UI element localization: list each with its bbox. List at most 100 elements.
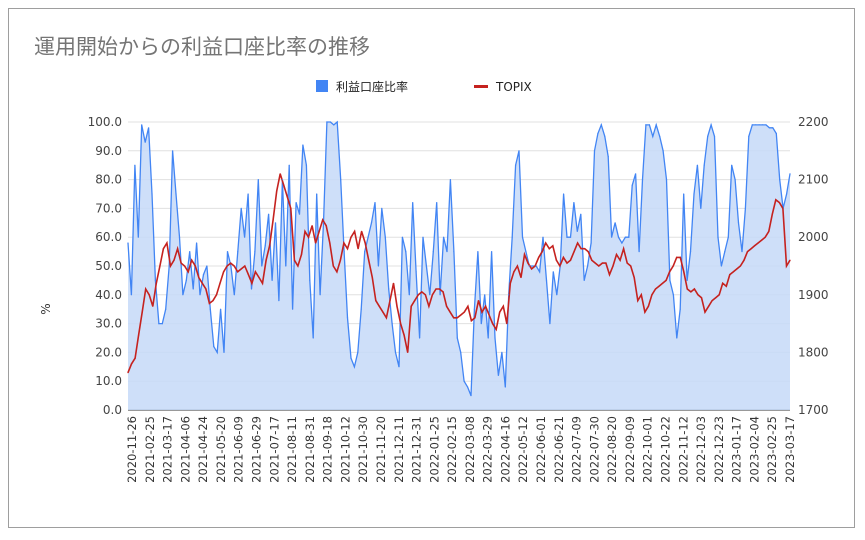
series-1-point: [322, 222, 325, 224]
x-tick-label: 2022-12-23: [712, 416, 726, 483]
series-1-point: [213, 346, 215, 348]
series-1-point: [566, 236, 568, 238]
series-2-point: [290, 207, 292, 209]
series-1-point: [268, 213, 270, 215]
series-2-point: [272, 219, 274, 221]
series-1-point: [573, 202, 575, 204]
series-2-point: [729, 274, 731, 276]
series-1-point: [467, 386, 469, 388]
series-1-point: [731, 164, 733, 166]
series-1-point: [717, 236, 719, 238]
series-1-point: [604, 135, 606, 137]
series-1-point: [412, 202, 414, 204]
series-2-point: [251, 282, 253, 284]
series-2-point: [785, 265, 788, 267]
series-2-point: [538, 256, 540, 258]
x-tick-label: 2020-11-26: [125, 416, 139, 483]
x-tick-label: 2022-10-22: [659, 416, 673, 483]
series-2-point: [605, 262, 607, 264]
x-tick-label: 2021-05-20: [214, 416, 228, 483]
series-1-point: [600, 124, 602, 126]
series-2-point: [569, 259, 572, 261]
series-2-point: [446, 305, 448, 307]
series-2-point: [180, 262, 182, 264]
series-1-point: [278, 300, 280, 302]
series-1-point: [700, 207, 702, 209]
series-2-point: [573, 251, 575, 253]
series-1-point: [196, 242, 198, 244]
series-2-point: [552, 245, 554, 247]
series-1-point: [710, 124, 712, 126]
series-2-point: [205, 288, 207, 290]
x-tick-label: 2023-03-17: [783, 416, 797, 483]
series-2-point: [662, 282, 664, 284]
series-2-point: [559, 265, 561, 267]
series-2-point: [746, 251, 749, 253]
y2-tick-label: 2100: [798, 173, 829, 187]
series-2-point: [601, 262, 604, 264]
y-tick-label: 30.0: [95, 317, 122, 331]
series-2-point: [400, 323, 402, 325]
series-1-point: [532, 265, 534, 267]
y2-axis-ticks: 2200 2100 2000 1900 1800 1700: [798, 115, 829, 417]
series-2-point: [392, 282, 395, 284]
series-1-point: [367, 236, 369, 238]
series-1-point: [250, 288, 253, 290]
series-1-point: [751, 124, 753, 126]
series-2-point: [269, 245, 271, 247]
series-2-point: [700, 297, 703, 299]
series-2-point: [293, 259, 295, 261]
series-2-point: [594, 262, 596, 264]
legend-label-series-1: 利益口座比率: [336, 79, 408, 94]
series-2-point: [485, 305, 487, 307]
series-1-point: [254, 251, 256, 253]
series-1-point: [154, 279, 156, 281]
series-1-point: [744, 207, 747, 209]
series-1-point: [346, 317, 349, 319]
series-1-point: [631, 184, 633, 186]
series-1-point: [220, 308, 222, 310]
series-1-point: [737, 222, 740, 224]
series-2-point: [651, 294, 653, 296]
series-1-point: [202, 274, 205, 276]
series-1-point: [178, 236, 181, 238]
series-1-point: [587, 265, 589, 267]
series-1-point: [689, 251, 692, 253]
series-1-point: [319, 294, 321, 296]
series-2-point: [669, 271, 671, 273]
series-1-point: [436, 202, 438, 204]
series-1-point: [226, 251, 229, 253]
series-1-point: [497, 374, 499, 376]
series-2-point: [757, 242, 759, 244]
series-1-point: [645, 124, 647, 126]
series-1-point: [641, 179, 644, 181]
series-2-point: [523, 253, 526, 256]
series-2-point: [191, 259, 193, 261]
series-2-point: [297, 265, 299, 267]
series-2-point: [715, 297, 717, 299]
series-2-point: [637, 300, 639, 302]
series-2-point: [708, 305, 710, 307]
series-1-point: [607, 156, 609, 158]
series-2-point: [382, 311, 384, 313]
series-1-point: [230, 265, 232, 267]
y2-tick-label: 1800: [798, 345, 829, 359]
series-2-point: [686, 288, 688, 290]
series-2-point: [311, 225, 313, 227]
series-2-point: [453, 317, 455, 319]
series-1-point: [158, 323, 160, 325]
series-1-point: [727, 236, 729, 238]
series-1-point: [401, 236, 403, 238]
series-2-point: [410, 305, 412, 307]
series-2-point: [725, 285, 727, 287]
series-1-point: [665, 179, 668, 181]
series-1-point: [748, 135, 750, 137]
series-2-point: [541, 251, 543, 253]
y2-tick-label: 1700: [798, 403, 829, 417]
series-2-point: [357, 248, 359, 250]
series-2-point: [198, 276, 200, 279]
x-tick-label: 2021-10-30: [356, 416, 370, 483]
series-2-point: [481, 311, 483, 313]
series-2-point: [162, 248, 164, 250]
